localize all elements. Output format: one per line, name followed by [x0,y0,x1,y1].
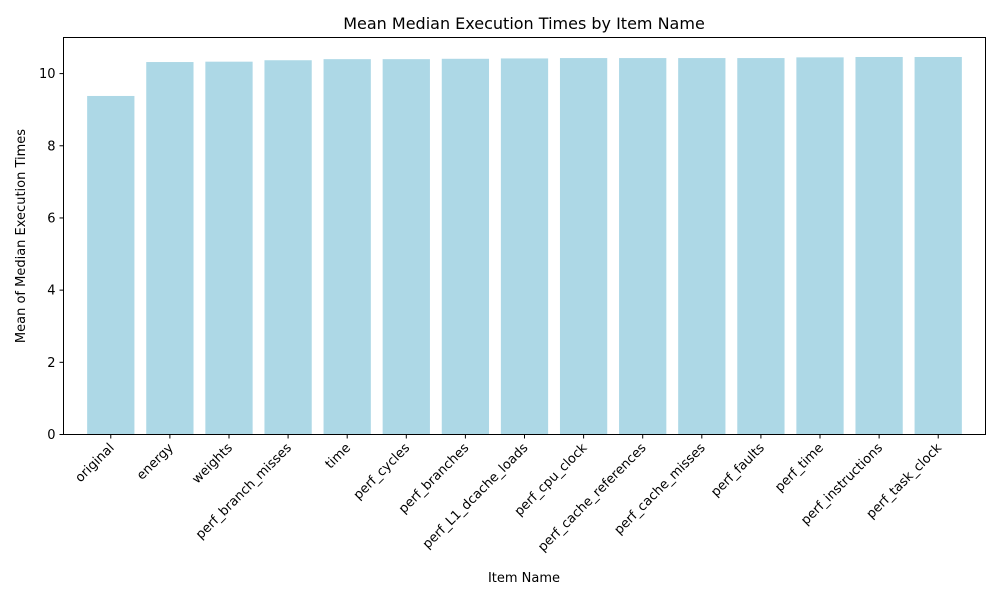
bars-group [87,56,962,435]
bar-perf_cache_references [619,58,667,435]
x-tick-label: perf_faults [708,441,768,501]
bar-perf_cache_misses [678,58,726,435]
y-tick-label: 6 [47,211,55,226]
bar-perf_cpu_clock [559,58,608,435]
y-axis-label: Mean of Median Execution Times [14,129,29,343]
bar-original [87,95,135,435]
bar-perf_branch_misses [264,60,312,435]
x-tick-label: time [323,441,354,472]
y-tick-label: 4 [47,284,55,299]
bar-perf_cycles [382,59,430,435]
y-tick-label: 8 [47,139,55,154]
x-tick-label: energy [134,441,177,484]
plot-frame [63,37,986,435]
bar-perf_task_clock [914,56,962,435]
chart-title: Mean Median Execution Times by Item Name [343,14,705,33]
bar-perf_instructions [855,56,903,435]
bar-weights [205,61,253,435]
y-tick-label: 10 [39,67,56,82]
x-tick-label: perf_cycles [351,441,413,503]
x-tick-label: perf_cache_references [535,441,649,555]
bar-time [323,59,371,435]
x-tick-label: perf_time [772,441,826,495]
x-axis-label: Item Name [488,571,560,586]
bar-energy [146,62,194,435]
bar-perf_time [796,57,844,435]
x-tick-label: perf_branch_misses [193,441,295,543]
y-ticks-group: 0 2 4 6 8 10 [39,67,64,443]
bar-perf_L1_dcache_loads [500,58,549,435]
bar-perf_branches [441,58,490,435]
bar-perf_faults [737,58,785,435]
y-tick-label: 0 [47,428,55,443]
x-tick-label: perf_L1_dcache_loads [420,441,532,553]
y-tick-label: 2 [47,356,55,371]
x-tick-label: weights [189,441,236,488]
x-tick-label: original [73,441,118,486]
